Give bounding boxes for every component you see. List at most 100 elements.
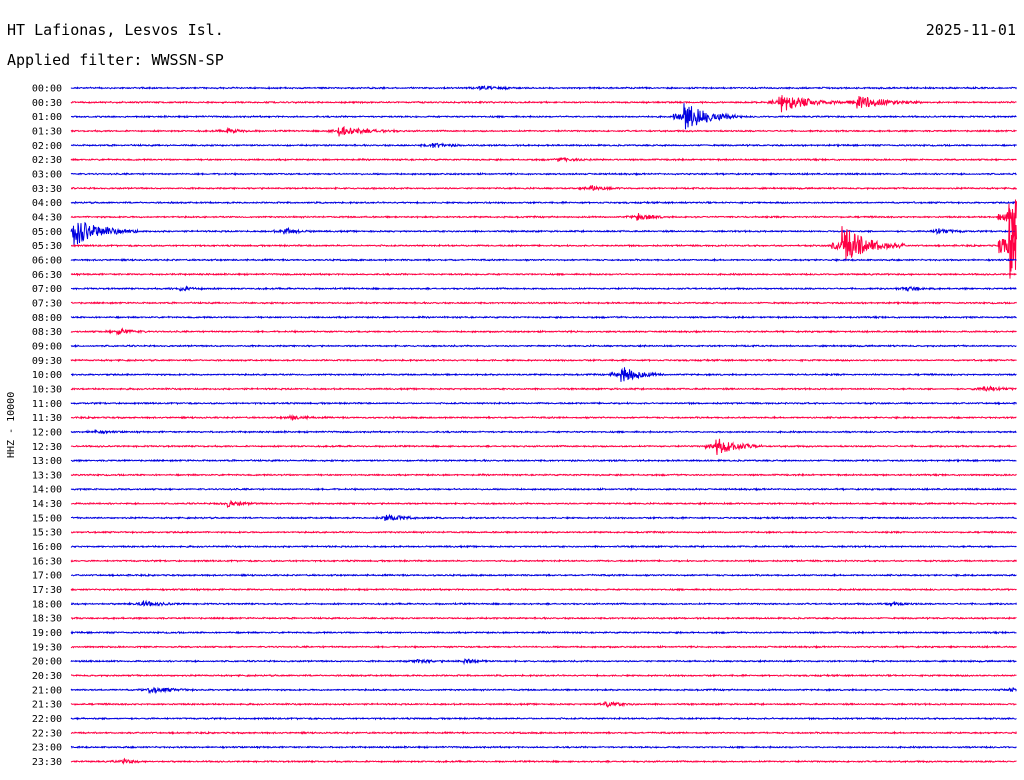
trace-line bbox=[70, 413, 1017, 421]
trace-line bbox=[70, 200, 1017, 205]
trace-line bbox=[70, 221, 1017, 245]
row-time-label: 00:00 bbox=[32, 84, 62, 95]
row-time-label: 08:00 bbox=[32, 313, 62, 324]
trace-line bbox=[70, 285, 1017, 292]
trace-line bbox=[70, 716, 1017, 721]
row-time-label: 12:00 bbox=[32, 427, 62, 438]
trace-line bbox=[70, 472, 1017, 478]
row-time-label: 20:00 bbox=[32, 657, 62, 668]
trace-line bbox=[70, 428, 1017, 435]
filter-subtitle: Applied filter: WWSSN-SP bbox=[7, 51, 224, 69]
row-time-label: 19:30 bbox=[32, 642, 62, 653]
trace-line bbox=[70, 558, 1017, 563]
row-time-label: 20:30 bbox=[32, 671, 62, 682]
trace-line bbox=[70, 686, 1017, 695]
row-time-label: 15:30 bbox=[32, 528, 62, 539]
trace-line bbox=[70, 171, 1017, 177]
trace-line bbox=[70, 458, 1017, 463]
row-time-label: 03:30 bbox=[32, 184, 62, 195]
trace-line bbox=[70, 199, 1017, 240]
trace-line bbox=[70, 630, 1017, 635]
row-time-label: 19:00 bbox=[32, 628, 62, 639]
row-time-label: 10:00 bbox=[32, 370, 62, 381]
row-time-label: 09:00 bbox=[32, 341, 62, 352]
trace-line bbox=[70, 599, 1017, 608]
row-time-label: 14:30 bbox=[32, 499, 62, 510]
trace-line bbox=[71, 185, 1017, 192]
trace-line bbox=[71, 673, 1017, 678]
row-time-label: 05:00 bbox=[32, 227, 62, 238]
trace-line bbox=[70, 327, 1017, 336]
row-time-label: 07:00 bbox=[32, 284, 62, 295]
row-time-label: 10:30 bbox=[32, 384, 62, 395]
row-time-label: 18:00 bbox=[32, 599, 62, 610]
time-tick-group: 00:00 00:30 01:00 01:30 02:00 02:30 03:00 03:30… bbox=[32, 84, 62, 769]
trace-line bbox=[70, 587, 1017, 592]
row-time-label: 23:00 bbox=[32, 743, 62, 754]
row-time-label: 06:30 bbox=[32, 270, 62, 281]
trace-line bbox=[70, 744, 1017, 750]
row-time-label: 23:30 bbox=[32, 757, 62, 768]
row-time-label: 18:30 bbox=[32, 614, 62, 625]
trace-group bbox=[70, 85, 1017, 765]
trace-line bbox=[70, 257, 1017, 263]
row-time-label: 01:30 bbox=[32, 126, 62, 137]
row-time-label: 07:30 bbox=[32, 298, 62, 309]
trace-line bbox=[70, 142, 1017, 149]
trace-line bbox=[70, 208, 1017, 279]
trace-line bbox=[70, 544, 1017, 549]
trace-line bbox=[70, 300, 1017, 306]
row-time-label: 17:00 bbox=[32, 571, 62, 582]
row-time-label: 04:30 bbox=[32, 212, 62, 223]
trace-line bbox=[70, 616, 1017, 621]
trace-line bbox=[70, 658, 1017, 666]
trace-line bbox=[70, 572, 1017, 578]
row-time-label: 05:30 bbox=[32, 241, 62, 252]
trace-line bbox=[70, 125, 1017, 137]
trace-line bbox=[71, 530, 1017, 535]
trace-line bbox=[70, 272, 1017, 277]
trace-line bbox=[70, 644, 1017, 650]
trace-line bbox=[70, 401, 1017, 406]
row-time-label: 03:00 bbox=[32, 169, 62, 180]
row-time-label: 21:00 bbox=[32, 685, 62, 696]
row-time-label: 09:30 bbox=[32, 356, 62, 367]
trace-line bbox=[70, 385, 1017, 392]
trace-line bbox=[70, 358, 1017, 363]
trace-line bbox=[70, 343, 1017, 348]
trace-line bbox=[70, 730, 1017, 736]
trace-line bbox=[70, 487, 1017, 492]
row-time-label: 13:30 bbox=[32, 470, 62, 481]
trace-line bbox=[70, 85, 1017, 91]
trace-line bbox=[70, 315, 1017, 320]
row-time-label: 06:00 bbox=[32, 255, 62, 266]
trace-line bbox=[70, 757, 1017, 765]
row-time-label: 11:30 bbox=[32, 413, 62, 424]
row-time-label: 13:00 bbox=[32, 456, 62, 467]
trace-line bbox=[70, 438, 1017, 456]
row-time-label: 22:30 bbox=[32, 728, 62, 739]
row-time-label: 01:00 bbox=[32, 112, 62, 123]
row-time-label: 16:30 bbox=[32, 556, 62, 567]
trace-line bbox=[70, 499, 1017, 509]
date-label: 2025-11-01 bbox=[925, 21, 1016, 39]
trace-line bbox=[70, 700, 1017, 708]
station-title: HT Lafionas, Lesvos Isl. bbox=[7, 21, 224, 39]
row-time-label: 21:30 bbox=[32, 700, 62, 711]
trace-line bbox=[70, 156, 1017, 163]
row-time-label: 14:00 bbox=[32, 485, 62, 496]
row-time-label: 22:00 bbox=[32, 714, 62, 725]
row-time-label: 17:30 bbox=[32, 585, 62, 596]
row-time-label: 08:30 bbox=[32, 327, 62, 338]
trace-line bbox=[70, 367, 1017, 382]
trace-line bbox=[70, 513, 1017, 521]
row-time-label: 11:00 bbox=[32, 399, 62, 410]
trace-line bbox=[71, 103, 1017, 130]
row-time-label: 02:30 bbox=[32, 155, 62, 166]
row-time-label: 02:00 bbox=[32, 141, 62, 152]
row-time-label: 00:30 bbox=[32, 98, 62, 109]
trace-line bbox=[70, 95, 1017, 113]
row-time-label: 12:30 bbox=[32, 442, 62, 453]
row-time-label: 15:00 bbox=[32, 513, 62, 524]
